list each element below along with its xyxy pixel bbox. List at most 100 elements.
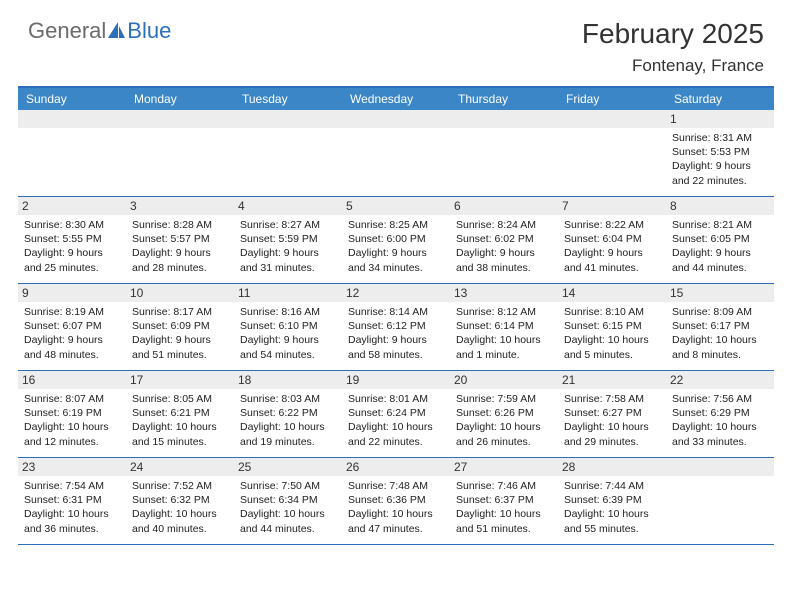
sunrise-line: Sunrise: 8:31 AM bbox=[672, 131, 768, 145]
sunset-line: Sunset: 6:36 PM bbox=[348, 493, 444, 507]
day-details: Sunrise: 7:50 AMSunset: 6:34 PMDaylight:… bbox=[240, 479, 336, 536]
day-cell: 13Sunrise: 8:12 AMSunset: 6:14 PMDayligh… bbox=[450, 284, 558, 370]
day-cell: . bbox=[18, 110, 126, 196]
sunset-line: Sunset: 6:12 PM bbox=[348, 319, 444, 333]
daylight-line: Daylight: 10 hours and 47 minutes. bbox=[348, 507, 444, 535]
sunrise-line: Sunrise: 8:28 AM bbox=[132, 218, 228, 232]
day-number: 17 bbox=[126, 371, 234, 389]
day-number: 15 bbox=[666, 284, 774, 302]
location-name: Fontenay, France bbox=[582, 56, 764, 76]
daylight-line: Daylight: 10 hours and 22 minutes. bbox=[348, 420, 444, 448]
daylight-line: Daylight: 9 hours and 25 minutes. bbox=[24, 246, 120, 274]
day-number: 21 bbox=[558, 371, 666, 389]
day-cell: 9Sunrise: 8:19 AMSunset: 6:07 PMDaylight… bbox=[18, 284, 126, 370]
day-cell: 7 Sunrise: 8:22 AMSunset: 6:04 PMDaylight… bbox=[558, 197, 666, 283]
day-number: 9 bbox=[18, 284, 126, 302]
daylight-line: Daylight: 9 hours and 51 minutes. bbox=[132, 333, 228, 361]
sunrise-line: Sunrise: 7:48 AM bbox=[348, 479, 444, 493]
logo-part2: Blue bbox=[127, 18, 171, 44]
day-number: 24 bbox=[126, 458, 234, 476]
sunset-line: Sunset: 6:17 PM bbox=[672, 319, 768, 333]
sunset-line: Sunset: 5:53 PM bbox=[672, 145, 768, 159]
day-number: . bbox=[666, 458, 774, 476]
day-cell: 25Sunrise: 7:50 AMSunset: 6:34 PMDayligh… bbox=[234, 458, 342, 544]
sunrise-line: Sunrise: 8:30 AM bbox=[24, 218, 120, 232]
day-details: Sunrise: 8:05 AMSunset: 6:21 PMDaylight:… bbox=[132, 392, 228, 449]
day-details: Sunrise: 8:03 AMSunset: 6:22 PMDaylight:… bbox=[240, 392, 336, 449]
title-block: February 2025 Fontenay, France bbox=[582, 18, 764, 76]
day-details: Sunrise: 8:25 AMSunset: 6:00 PMDaylight:… bbox=[348, 218, 444, 275]
day-cell: 26Sunrise: 7:48 AMSunset: 6:36 PMDayligh… bbox=[342, 458, 450, 544]
day-details: Sunrise: 8:14 AMSunset: 6:12 PMDaylight:… bbox=[348, 305, 444, 362]
sunset-line: Sunset: 6:02 PM bbox=[456, 232, 552, 246]
sunset-line: Sunset: 5:59 PM bbox=[240, 232, 336, 246]
daylight-line: Daylight: 10 hours and 26 minutes. bbox=[456, 420, 552, 448]
day-number: 8 bbox=[666, 197, 774, 215]
sunset-line: Sunset: 6:09 PM bbox=[132, 319, 228, 333]
day-cell: 3Sunrise: 8:28 AMSunset: 5:57 PMDaylight… bbox=[126, 197, 234, 283]
weekday-header: Saturday bbox=[666, 88, 774, 110]
day-number: . bbox=[342, 110, 450, 128]
sunrise-line: Sunrise: 8:09 AM bbox=[672, 305, 768, 319]
sunrise-line: Sunrise: 8:22 AM bbox=[564, 218, 660, 232]
month-title: February 2025 bbox=[582, 18, 764, 50]
day-cell: 22Sunrise: 7:56 AMSunset: 6:29 PMDayligh… bbox=[666, 371, 774, 457]
sunrise-line: Sunrise: 8:12 AM bbox=[456, 305, 552, 319]
day-number: 7 bbox=[558, 197, 666, 215]
daylight-line: Daylight: 10 hours and 29 minutes. bbox=[564, 420, 660, 448]
day-cell: . bbox=[450, 110, 558, 196]
week-row: 23Sunrise: 7:54 AMSunset: 6:31 PMDayligh… bbox=[18, 458, 774, 545]
day-cell: 21Sunrise: 7:58 AMSunset: 6:27 PMDayligh… bbox=[558, 371, 666, 457]
day-number: . bbox=[18, 110, 126, 128]
sunset-line: Sunset: 5:55 PM bbox=[24, 232, 120, 246]
sunrise-line: Sunrise: 7:44 AM bbox=[564, 479, 660, 493]
day-cell: 10 Sunrise: 8:17 AMSunset: 6:09 PMDayligh… bbox=[126, 284, 234, 370]
daylight-line: Daylight: 10 hours and 55 minutes. bbox=[564, 507, 660, 535]
day-number: 10 bbox=[126, 284, 234, 302]
weeks-container: ......1Sunrise: 8:31 AMSunset: 5:53 PMDa… bbox=[18, 110, 774, 545]
day-details: Sunrise: 8:22 AMSunset: 6:04 PMDaylight:… bbox=[564, 218, 660, 275]
day-cell: . bbox=[234, 110, 342, 196]
page-header: General Blue February 2025 Fontenay, Fra… bbox=[0, 0, 792, 86]
day-cell: 23Sunrise: 7:54 AMSunset: 6:31 PMDayligh… bbox=[18, 458, 126, 544]
day-cell: 15Sunrise: 8:09 AMSunset: 6:17 PMDayligh… bbox=[666, 284, 774, 370]
day-number: 18 bbox=[234, 371, 342, 389]
day-cell: 18 Sunrise: 8:03 AMSunset: 6:22 PMDayligh… bbox=[234, 371, 342, 457]
daylight-line: Daylight: 10 hours and 15 minutes. bbox=[132, 420, 228, 448]
day-cell: 17 Sunrise: 8:05 AMSunset: 6:21 PMDayligh… bbox=[126, 371, 234, 457]
weekday-header: Thursday bbox=[450, 88, 558, 110]
day-number: . bbox=[126, 110, 234, 128]
sunset-line: Sunset: 6:15 PM bbox=[564, 319, 660, 333]
day-cell: 27Sunrise: 7:46 AMSunset: 6:37 PMDayligh… bbox=[450, 458, 558, 544]
sunrise-line: Sunrise: 7:59 AM bbox=[456, 392, 552, 406]
sunrise-line: Sunrise: 8:21 AM bbox=[672, 218, 768, 232]
day-cell: 5Sunrise: 8:25 AMSunset: 6:00 PMDaylight… bbox=[342, 197, 450, 283]
sunrise-line: Sunrise: 8:14 AM bbox=[348, 305, 444, 319]
day-cell: 19Sunrise: 8:01 AMSunset: 6:24 PMDayligh… bbox=[342, 371, 450, 457]
sunrise-line: Sunrise: 8:25 AM bbox=[348, 218, 444, 232]
sunset-line: Sunset: 6:29 PM bbox=[672, 406, 768, 420]
daylight-line: Daylight: 10 hours and 40 minutes. bbox=[132, 507, 228, 535]
day-number: 11 bbox=[234, 284, 342, 302]
daylight-line: Daylight: 10 hours and 1 minute. bbox=[456, 333, 552, 361]
weekday-header: Monday bbox=[126, 88, 234, 110]
sunset-line: Sunset: 6:22 PM bbox=[240, 406, 336, 420]
sunrise-line: Sunrise: 8:17 AM bbox=[132, 305, 228, 319]
day-cell: 11Sunrise: 8:16 AMSunset: 6:10 PMDayligh… bbox=[234, 284, 342, 370]
daylight-line: Daylight: 9 hours and 44 minutes. bbox=[672, 246, 768, 274]
day-cell: . bbox=[558, 110, 666, 196]
daylight-line: Daylight: 9 hours and 31 minutes. bbox=[240, 246, 336, 274]
daylight-line: Daylight: 9 hours and 41 minutes. bbox=[564, 246, 660, 274]
daylight-line: Daylight: 10 hours and 12 minutes. bbox=[24, 420, 120, 448]
weekday-header: Sunday bbox=[18, 88, 126, 110]
day-number: 20 bbox=[450, 371, 558, 389]
day-number: 13 bbox=[450, 284, 558, 302]
daylight-line: Daylight: 9 hours and 48 minutes. bbox=[24, 333, 120, 361]
day-details: Sunrise: 7:54 AMSunset: 6:31 PMDaylight:… bbox=[24, 479, 120, 536]
week-row: 2Sunrise: 8:30 AMSunset: 5:55 PMDaylight… bbox=[18, 197, 774, 284]
day-details: Sunrise: 8:27 AMSunset: 5:59 PMDaylight:… bbox=[240, 218, 336, 275]
day-details: Sunrise: 8:31 AMSunset: 5:53 PMDaylight:… bbox=[672, 131, 768, 188]
sunrise-line: Sunrise: 8:03 AM bbox=[240, 392, 336, 406]
day-number: 4 bbox=[234, 197, 342, 215]
day-cell: . bbox=[666, 458, 774, 544]
